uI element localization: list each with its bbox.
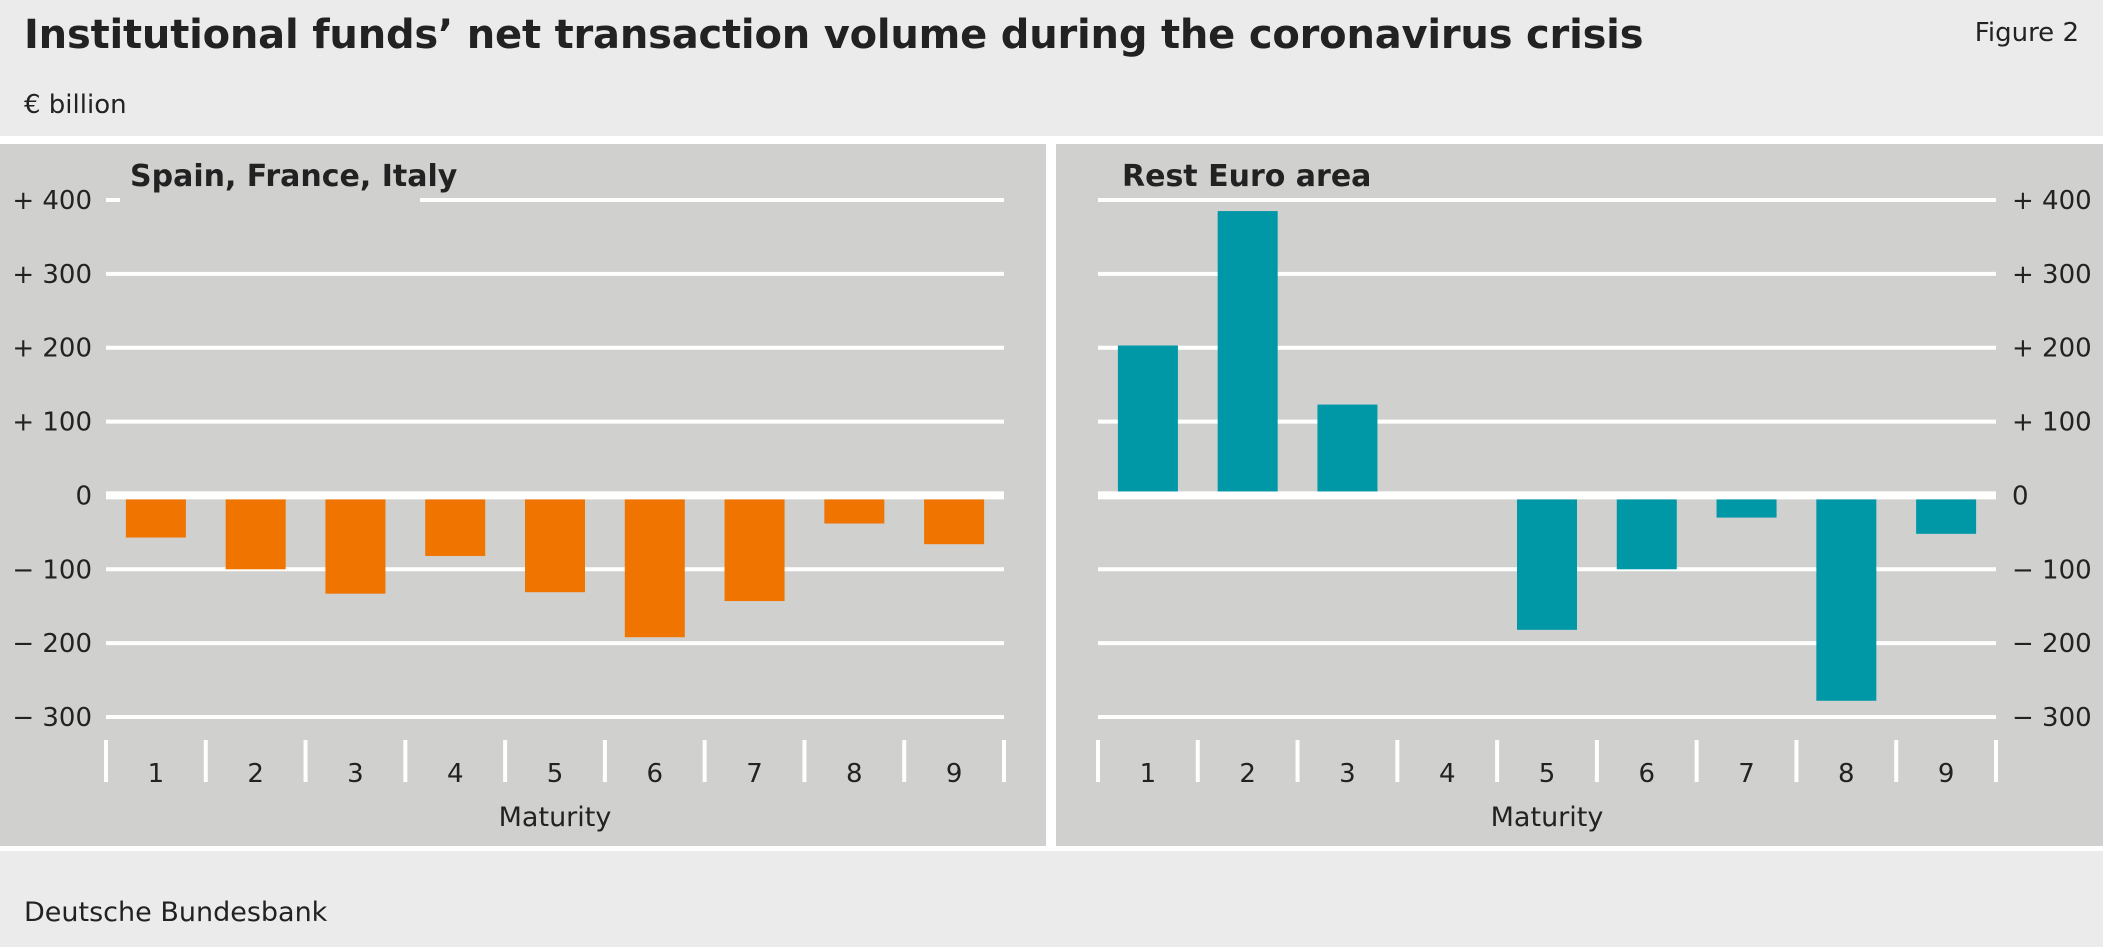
- x-tick-label: 7: [1738, 759, 1755, 789]
- x-tick-label: 1: [1140, 759, 1157, 789]
- y-tick-label: + 100: [12, 408, 92, 438]
- x-tick-label: 7: [746, 759, 763, 789]
- bar-2: [225, 499, 286, 570]
- panel-title: Spain, France, Italy: [130, 159, 458, 194]
- x-tick-label: 3: [1339, 759, 1356, 789]
- y-tick-label: − 200: [12, 629, 92, 659]
- y-tick-label: − 300: [12, 703, 92, 733]
- bar-3: [1317, 404, 1378, 492]
- y-tick-label: − 100: [12, 555, 92, 585]
- y-tick-label: + 200: [12, 334, 92, 364]
- y-tick-label: − 200: [2012, 629, 2092, 659]
- source-label: Deutsche Bundesbank: [24, 897, 328, 928]
- y-tick-label: + 300: [2012, 260, 2092, 290]
- bar-1: [125, 499, 186, 538]
- x-axis-label: Maturity: [1491, 802, 1604, 833]
- bar-8: [824, 499, 885, 524]
- x-tick-label: 8: [846, 759, 863, 789]
- y-tick-label: 0: [2012, 481, 2029, 511]
- y-tick-label: − 300: [2012, 703, 2092, 733]
- x-tick-label: 5: [547, 759, 564, 789]
- bar-6: [1616, 499, 1677, 570]
- bar-8: [1816, 499, 1877, 701]
- x-tick-label: 3: [347, 759, 364, 789]
- y-tick-label: + 100: [2012, 408, 2092, 438]
- x-tick-label: 6: [647, 759, 664, 789]
- x-tick-label: 4: [447, 759, 464, 789]
- bar-9: [924, 499, 985, 545]
- bar-7: [724, 499, 785, 602]
- unit-label: € billion: [24, 90, 127, 120]
- chart-panel-1: + 400 + 300 + 200 + 100 0 − 100 − 200 − 300 1 2 3 4…: [0, 144, 1046, 846]
- y-tick-label: + 200: [2012, 334, 2092, 364]
- chart-title: Institutional funds’ net transaction vol…: [24, 12, 1644, 58]
- y-tick-label: 0: [75, 481, 92, 511]
- y-tick-label: − 100: [2012, 555, 2092, 585]
- bar-7: [1716, 499, 1777, 518]
- x-tick-label: 4: [1439, 759, 1456, 789]
- y-tick-label: + 400: [12, 186, 92, 216]
- panel-title: Rest Euro area: [1122, 159, 1371, 194]
- bar-4: [425, 499, 486, 556]
- x-tick-label: 1: [148, 759, 165, 789]
- bar-3: [325, 499, 386, 594]
- bar-9: [1916, 499, 1977, 534]
- bar-1: [1117, 345, 1178, 492]
- chart-panel-2: + 400 + 300 + 200 + 100 0 − 100 − 200 − 300 1 2 3 4…: [1056, 144, 2103, 846]
- x-tick-label: 9: [946, 759, 963, 789]
- x-tick-label: 6: [1639, 759, 1656, 789]
- x-tick-label: 2: [247, 759, 264, 789]
- x-tick-label: 5: [1539, 759, 1556, 789]
- y-tick-label: + 400: [2012, 186, 2092, 216]
- bar-2: [1217, 211, 1278, 492]
- x-axis-label: Maturity: [499, 802, 612, 833]
- x-tick-label: 9: [1938, 759, 1955, 789]
- bar-6: [624, 499, 685, 638]
- x-tick-label: 8: [1838, 759, 1855, 789]
- x-tick-label: 2: [1239, 759, 1256, 789]
- figure-label: Figure 2: [1974, 18, 2079, 48]
- bar-5: [525, 499, 585, 593]
- bar-5: [1517, 499, 1577, 630]
- y-tick-label: + 300: [12, 260, 92, 290]
